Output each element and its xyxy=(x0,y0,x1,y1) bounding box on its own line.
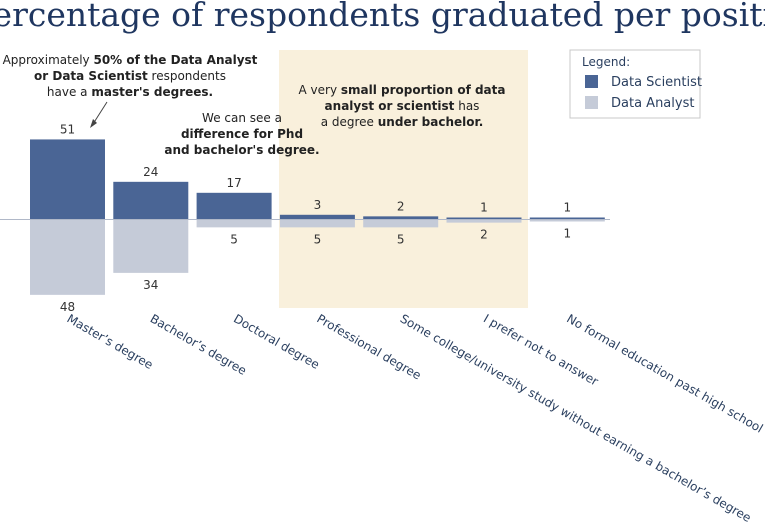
legend-swatch-data-scientist xyxy=(585,75,598,88)
annotation-under-bachelor-line-2: analyst or scientist has xyxy=(325,99,480,113)
bar-data-scientist-master-s-degree xyxy=(30,139,105,220)
bar-data-analyst-no-formal-education-past-high-school xyxy=(529,219,605,222)
bar-data-scientist-bachelor-s-degree xyxy=(113,181,189,220)
bar-data-scientist-professional-degree xyxy=(279,214,355,220)
value-label-data-scientist-some-college-university-study-without-earning-a-bachelor-s-degree: 2 xyxy=(397,199,405,213)
bar-data-scientist-doctoral-degree xyxy=(196,192,272,220)
annotations-layer: Approximately 50% of the Data Analyst or … xyxy=(3,53,506,157)
legend-label-data-scientist: Data Scientist xyxy=(611,75,702,90)
legend-swatch-data-analyst xyxy=(585,96,598,109)
annotation-under-bachelor-line-3: a degree under bachelor. xyxy=(321,115,484,129)
legend: Legend: Data Scientist Data Analyst xyxy=(569,49,702,119)
value-label-data-scientist-bachelor-s-degree: 24 xyxy=(143,165,158,179)
annotation-arrow xyxy=(92,101,108,125)
category-label-some-college-university-study-without-earning-a-bachelor-s-degree: Some college/university study without ea… xyxy=(398,311,754,525)
annotation-phd-line-1: We can see a xyxy=(202,111,282,125)
value-label-data-scientist-no-formal-education-past-high-school: 1 xyxy=(563,201,571,215)
bar-data-scientist-i-prefer-not-to-answer xyxy=(446,217,522,220)
value-label-data-scientist-master-s-degree: 51 xyxy=(60,122,75,136)
bar-data-analyst-some-college-university-study-without-earning-a-bachelor-s-degree xyxy=(363,219,439,228)
bar-data-scientist-no-formal-education-past-high-school xyxy=(529,217,605,220)
value-label-data-scientist-i-prefer-not-to-answer: 1 xyxy=(480,201,488,215)
value-label-data-analyst-no-formal-education-past-high-school: 1 xyxy=(563,227,571,241)
annotation-masters-line-1: Approximately 50% of the Data Analyst xyxy=(3,53,258,67)
annotation-arrowhead xyxy=(90,119,97,128)
category-label-master-s-degree: Master’s degree xyxy=(65,311,156,372)
chart-title: Percentage of respondents graduated per … xyxy=(0,0,765,34)
annotation-masters-line-2: or Data Scientist respondents xyxy=(34,69,226,83)
value-label-data-analyst-bachelor-s-degree: 34 xyxy=(143,278,158,292)
value-label-data-scientist-professional-degree: 3 xyxy=(314,198,322,212)
bar-data-analyst-i-prefer-not-to-answer xyxy=(446,219,522,223)
legend-title: Legend: xyxy=(582,55,630,69)
legend-label-data-analyst: Data Analyst xyxy=(611,96,694,111)
value-label-data-scientist-doctoral-degree: 17 xyxy=(226,176,241,190)
bar-data-analyst-doctoral-degree xyxy=(196,219,272,228)
annotation-under-bachelor-line-1: A very small proportion of data xyxy=(299,83,506,97)
bar-data-scientist-some-college-university-study-without-earning-a-bachelor-s-degree xyxy=(363,216,439,220)
value-label-data-analyst-master-s-degree: 48 xyxy=(60,300,75,314)
value-label-data-analyst-i-prefer-not-to-answer: 2 xyxy=(480,228,488,242)
highlight-region xyxy=(279,50,528,308)
value-label-data-analyst-professional-degree: 5 xyxy=(314,232,322,246)
annotation-phd-line-3: and bachelor's degree. xyxy=(164,143,319,157)
value-label-data-analyst-doctoral-degree: 5 xyxy=(230,232,238,246)
value-label-data-analyst-some-college-university-study-without-earning-a-bachelor-s-degree: 5 xyxy=(397,232,405,246)
bar-data-analyst-master-s-degree xyxy=(30,219,105,295)
annotation-masters-line-3: have a master's degrees. xyxy=(47,85,213,99)
bar-data-analyst-professional-degree xyxy=(279,219,355,228)
bars-layer xyxy=(30,139,605,295)
bar-data-analyst-bachelor-s-degree xyxy=(113,219,189,273)
annotation-phd-line-2: difference for Phd xyxy=(181,127,303,141)
